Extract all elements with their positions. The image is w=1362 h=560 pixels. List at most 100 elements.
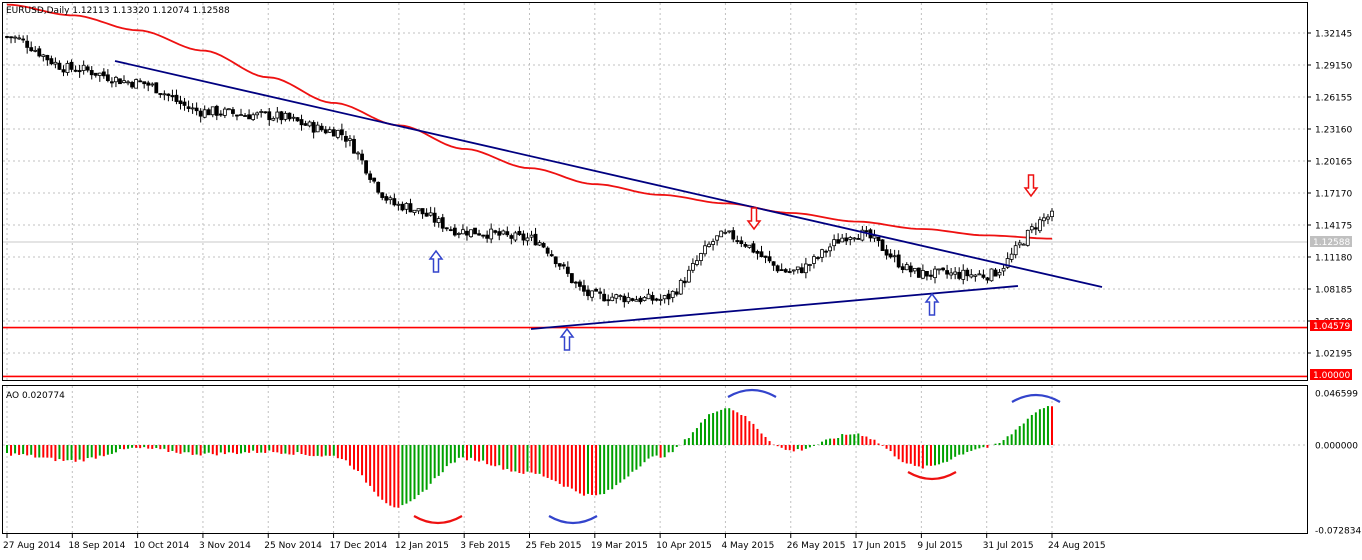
candle-bull: [872, 235, 877, 239]
candlestick-series: [5, 34, 1054, 308]
candle-bull: [670, 290, 675, 298]
candle-bear: [448, 229, 453, 232]
candle-bear: [331, 129, 336, 137]
ao-swing-marks[interactable]: [413, 388, 1061, 525]
ao-axis[interactable]: 0.046599 0.000000 -0.072834: [1315, 390, 1361, 537]
candle-bull: [227, 108, 231, 111]
candle-bull: [791, 269, 796, 272]
price-axis[interactable]: 1.32145 1.29150 1.26155 1.23160 1.20165 1.171…: [1307, 30, 1352, 360]
candle-bear: [37, 48, 42, 57]
candle-bear: [186, 106, 191, 109]
candle-bull: [255, 112, 260, 116]
candle-bull: [989, 268, 994, 282]
candle-bull: [315, 124, 320, 133]
candle-bear: [130, 81, 134, 88]
candle-bull: [973, 274, 978, 277]
candle-bull: [275, 111, 280, 119]
ao-tick-label: 0.046599: [1315, 390, 1358, 400]
price-tick-label: 1.11180: [1315, 254, 1352, 264]
candle-bull: [1037, 219, 1042, 232]
candle-bull: [404, 203, 409, 210]
candle-bear: [759, 251, 764, 258]
candle-bear: [206, 109, 211, 116]
candle-bear: [864, 230, 869, 233]
candle-bull: [307, 121, 312, 127]
time-tick-label: 10 Oct 2014: [134, 541, 190, 551]
candle-bull: [222, 108, 227, 116]
candle-bear: [384, 196, 389, 201]
trendlines[interactable]: [114, 60, 1103, 330]
candle-bear: [779, 269, 784, 271]
candle-bull: [953, 271, 958, 275]
candle-bull: [251, 114, 256, 120]
candle-bear: [57, 62, 62, 70]
candle-bull: [828, 246, 832, 252]
arrow-up-icon: [428, 249, 444, 273]
candle-bull: [840, 237, 845, 243]
price-tick-label: 1.14175: [1315, 222, 1352, 232]
candle-bear: [481, 234, 486, 237]
candle-bull: [65, 62, 70, 73]
candle-bear: [364, 160, 368, 174]
candle-bull: [356, 152, 360, 155]
candle-bear: [85, 66, 90, 71]
candle-bear: [545, 247, 550, 254]
time-tick-label: 10 Apr 2015: [656, 541, 712, 551]
candle-bear: [473, 227, 477, 235]
candle-bear: [755, 251, 760, 254]
time-tick-label: 24 Aug 2015: [1048, 541, 1106, 551]
candle-bear: [497, 231, 502, 236]
candle-bull: [686, 269, 691, 283]
time-tick-label: 3 Feb 2015: [460, 541, 510, 551]
candle-bear: [598, 291, 603, 294]
candle-bear: [372, 177, 377, 182]
time-tick-label: 9 Jul 2015: [917, 541, 962, 551]
candle-bear: [477, 233, 481, 236]
candle-bull: [707, 243, 711, 247]
candle-bull: [820, 249, 824, 258]
candle-bear: [549, 254, 554, 257]
candle-bear: [573, 281, 578, 284]
candle-bear: [945, 270, 949, 275]
candle-bull: [327, 129, 332, 133]
candle-bear: [743, 244, 748, 247]
candle-bull: [658, 299, 663, 301]
candle-bull: [678, 280, 683, 295]
candle-bull: [703, 245, 707, 255]
time-tick-label: 17 Dec 2014: [330, 541, 388, 551]
candle-bear: [731, 230, 736, 240]
candle-bull: [997, 271, 1002, 276]
time-axis[interactable]: 27 Aug 2014 18 Sep 2014 10 Oct 2014 3 Nov 2…: [3, 533, 1106, 551]
main-grid: [3, 3, 1307, 380]
candle-bull: [33, 49, 38, 52]
candle-bear: [630, 298, 635, 301]
candle-bear: [602, 293, 607, 302]
price-tick-label: 1.02195: [1315, 350, 1352, 360]
price-tick-label: 1.08185: [1315, 286, 1352, 296]
time-tick-label: 17 Jun 2015: [852, 541, 906, 551]
signal-arrows[interactable]: [428, 174, 1039, 351]
candle-bear: [174, 94, 179, 102]
price-tick-label: 1.29150: [1315, 62, 1352, 72]
candle-bear: [319, 125, 324, 131]
candle-bear: [9, 36, 13, 39]
candle-bear: [965, 269, 970, 277]
candle-bear: [101, 71, 106, 77]
candle-bear: [105, 74, 110, 82]
candle-bear: [557, 263, 562, 267]
candle-bear: [521, 233, 526, 241]
candle-bear: [392, 198, 397, 206]
candle-bull: [428, 212, 433, 216]
candle-bear: [751, 243, 756, 253]
candle-bear: [146, 82, 151, 86]
candle-bear: [267, 111, 272, 121]
candle-bull: [860, 229, 865, 241]
candle-bull: [348, 138, 352, 141]
trendline: [530, 285, 1019, 330]
candle-bull: [134, 79, 139, 89]
candle-bull: [727, 230, 732, 233]
candle-bear: [517, 230, 522, 236]
price-tick-label: 1.20165: [1315, 158, 1352, 168]
